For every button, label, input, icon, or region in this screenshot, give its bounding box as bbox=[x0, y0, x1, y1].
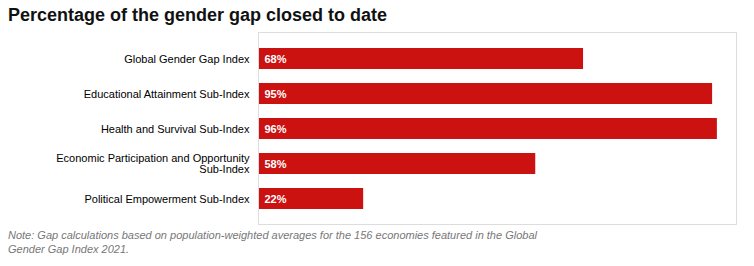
svg-text:68%: 68% bbox=[265, 53, 287, 65]
svg-text:96%: 96% bbox=[265, 123, 287, 135]
html-text:Percentage of the gender gap c: Percentage of the gender gap closed to d… bbox=[8, 5, 388, 25]
svg-text:22%: 22% bbox=[265, 193, 287, 205]
svg-text:58%: 58% bbox=[265, 158, 287, 170]
svg-text:Educational Attainment Sub-Ind: Educational Attainment Sub-Index bbox=[84, 88, 250, 100]
svg-text:Economic Participation and Opp: Economic Participation and OpportunitySu… bbox=[56, 152, 250, 175]
svg-text:Political Empowerment Sub-Inde: Political Empowerment Sub-Index bbox=[84, 193, 250, 205]
svg-text:Health and Survival Sub-Index: Health and Survival Sub-Index bbox=[101, 123, 250, 135]
svg-text:Global Gender Gap Index: Global Gender Gap Index bbox=[124, 53, 250, 65]
svg-text:95%: 95% bbox=[265, 88, 287, 100]
html-text:Note: Gap calculations based o: Note: Gap calculations based on populati… bbox=[8, 229, 537, 255]
